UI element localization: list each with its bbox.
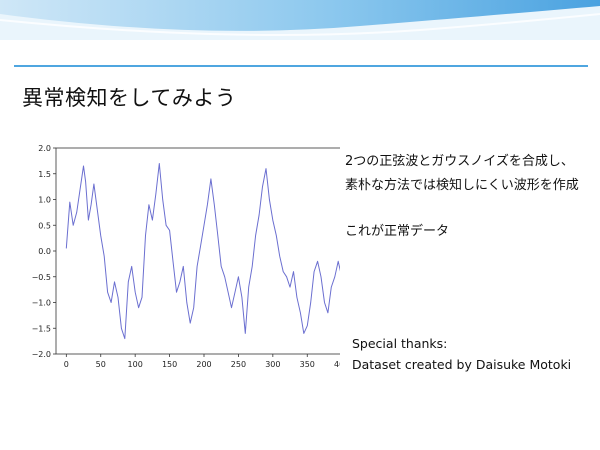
description-line-2: 素朴な方法では検知しにくい波形を作成 <box>345 178 579 193</box>
x-tick-label: 200 <box>196 360 211 369</box>
x-tick-label: 100 <box>128 360 143 369</box>
y-tick-label: −0.5 <box>32 273 51 282</box>
plot-frame <box>55 147 340 355</box>
y-tick-label: −2.0 <box>32 350 51 359</box>
x-tick-label: 50 <box>96 360 106 369</box>
special-thanks-heading: Special thanks: <box>352 336 448 351</box>
series-line <box>65 163 340 340</box>
y-tick-label: 0.0 <box>38 247 51 256</box>
x-tick-label: 0 <box>64 360 69 369</box>
y-tick-label: −1.0 <box>32 299 51 308</box>
x-tick-label: 150 <box>162 360 177 369</box>
description-line-1: 2つの正弦波とガウスノイズを合成し、 <box>345 154 574 169</box>
x-tick-label: 400 <box>334 360 340 369</box>
y-tick-label: 0.5 <box>38 221 51 230</box>
x-tick-label: 250 <box>231 360 246 369</box>
y-tick-label: 2.0 <box>38 144 51 153</box>
normal-data-label: これが正常データ <box>345 224 450 239</box>
y-tick-label: 1.0 <box>38 196 51 205</box>
x-tick-label: 300 <box>265 360 280 369</box>
dataset-credit: Dataset created by Daisuke Motoki <box>352 357 572 372</box>
y-tick-label: −1.5 <box>32 324 51 333</box>
y-tick-label: 1.5 <box>38 170 51 179</box>
sine-wave-chart: 2.0 1.5 1.0 0.5 0.0 −0.5 −1.0 −1.5 −2.0 0 50 100 150… <box>32 144 340 369</box>
title-divider <box>14 65 588 67</box>
x-tick-label: 350 <box>300 360 315 369</box>
slide-title: 異常検知をしてみよう <box>22 86 237 110</box>
header-wave-decoration <box>0 0 600 40</box>
